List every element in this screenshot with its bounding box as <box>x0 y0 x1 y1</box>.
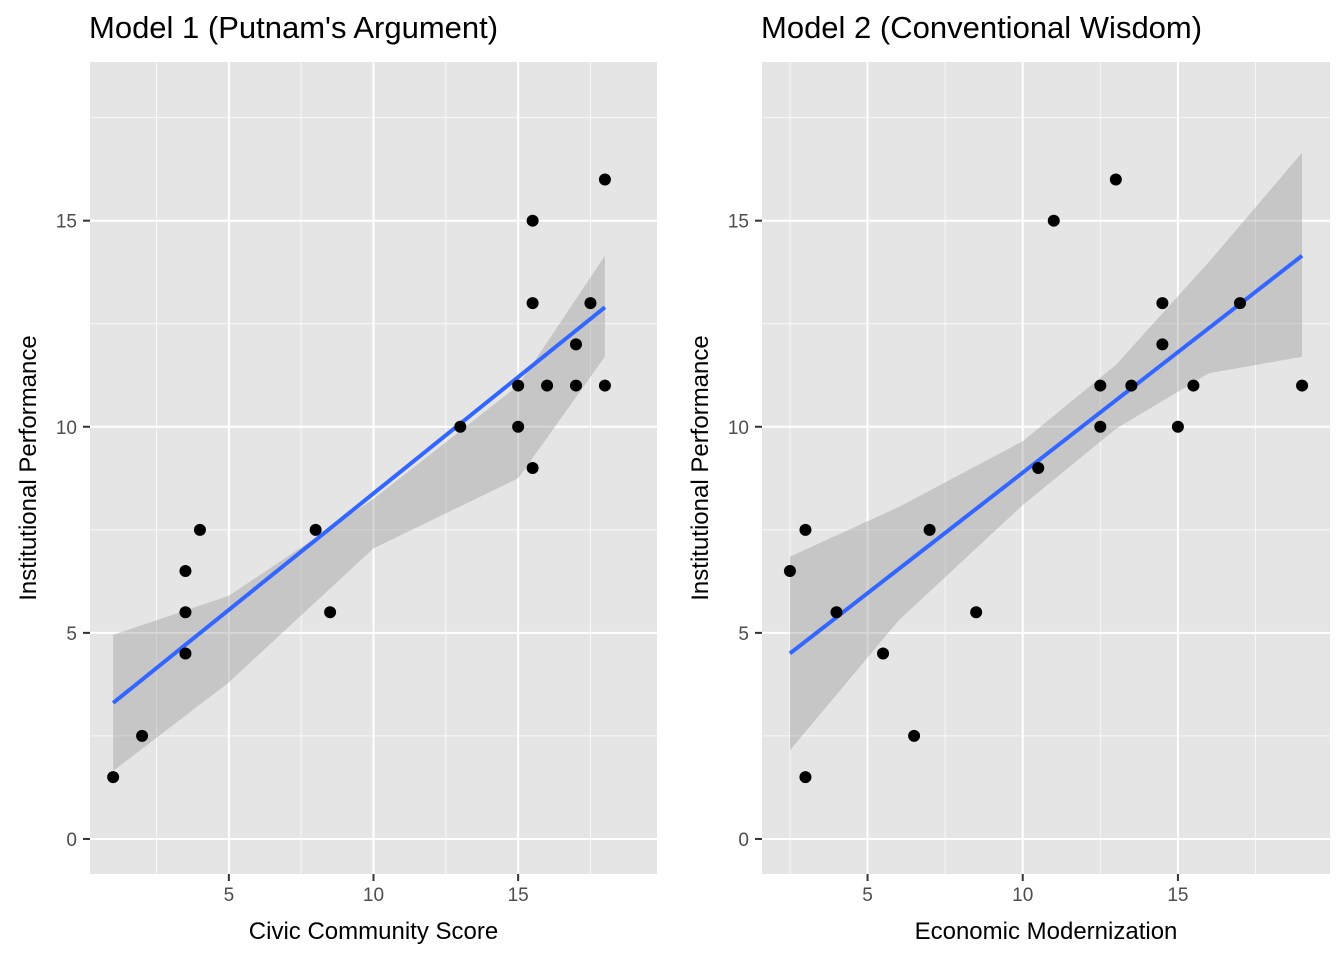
data-point <box>908 729 921 742</box>
data-point <box>1125 379 1138 392</box>
chart-panel-1: Model 1 (Putnam's Argument) 5 10 15 0 5 10 15 Ci… <box>15 10 657 945</box>
data-point <box>179 606 192 619</box>
plot-panel <box>762 62 1330 874</box>
data-point <box>1233 297 1246 310</box>
confidence-band <box>113 255 605 771</box>
data-point <box>1047 214 1060 227</box>
data-point <box>570 338 582 351</box>
data-point <box>783 565 796 578</box>
data-point <box>512 420 525 433</box>
chart-panel-2: Model 2 (Conventional Wisdom) 5 10 15 0 5 10 15… <box>687 10 1330 945</box>
y-axis-title: Institutional Performance <box>15 335 42 600</box>
data-point <box>136 729 149 742</box>
x-axis-title: Economic Modernization <box>915 918 1178 945</box>
x-tick-label: 5 <box>862 885 873 906</box>
data-point <box>584 297 597 310</box>
data-point <box>1171 420 1184 433</box>
y-tick-label: 15 <box>728 212 749 233</box>
data-point <box>179 565 192 578</box>
data-point <box>570 379 582 392</box>
data-point <box>179 647 192 660</box>
chart-title: Model 1 (Putnam's Argument) <box>89 10 498 45</box>
x-tick-label: 15 <box>508 885 529 906</box>
y-tick-label: 5 <box>738 624 749 645</box>
data-point <box>193 523 206 536</box>
data-point <box>454 420 467 433</box>
data-point <box>526 214 539 227</box>
data-point <box>1094 420 1107 433</box>
y-tick-label: 10 <box>56 418 77 439</box>
y-tick-label: 10 <box>728 418 749 439</box>
y-tick-label: 15 <box>56 212 77 233</box>
data-point <box>923 523 936 536</box>
data-point <box>1156 338 1169 351</box>
regression-line <box>788 254 1304 656</box>
data-point <box>598 173 611 186</box>
data-point <box>799 771 812 784</box>
data-point <box>541 379 554 392</box>
data-point <box>107 771 120 784</box>
y-tick-label: 0 <box>66 830 77 851</box>
x-axis-title: Civic Community Score <box>249 918 498 945</box>
data-point <box>512 379 525 392</box>
data-point <box>526 297 539 310</box>
data-point <box>830 606 843 619</box>
y-tick-label: 0 <box>738 830 749 851</box>
data-point <box>970 606 983 619</box>
data-point <box>1187 379 1200 392</box>
regression-line <box>111 305 607 705</box>
data-point <box>1156 297 1169 310</box>
data-point <box>324 606 337 619</box>
data-point <box>1032 462 1045 474</box>
data-point <box>1296 379 1309 392</box>
data-point <box>309 523 322 536</box>
data-point <box>1109 173 1122 186</box>
data-point <box>1094 379 1107 392</box>
data-point <box>526 462 539 474</box>
y-axis-title: Institutional Performance <box>687 335 714 600</box>
y-tick-label: 5 <box>66 624 77 645</box>
x-tick-label: 15 <box>1167 885 1188 906</box>
x-tick-label: 10 <box>1012 885 1033 906</box>
confidence-band <box>789 152 1303 751</box>
data-point <box>877 647 890 660</box>
data-point <box>598 379 611 392</box>
data-point <box>799 523 812 536</box>
x-tick-label: 10 <box>363 885 384 906</box>
chart-title: Model 2 (Conventional Wisdom) <box>761 10 1202 45</box>
x-tick-label: 5 <box>224 885 235 906</box>
